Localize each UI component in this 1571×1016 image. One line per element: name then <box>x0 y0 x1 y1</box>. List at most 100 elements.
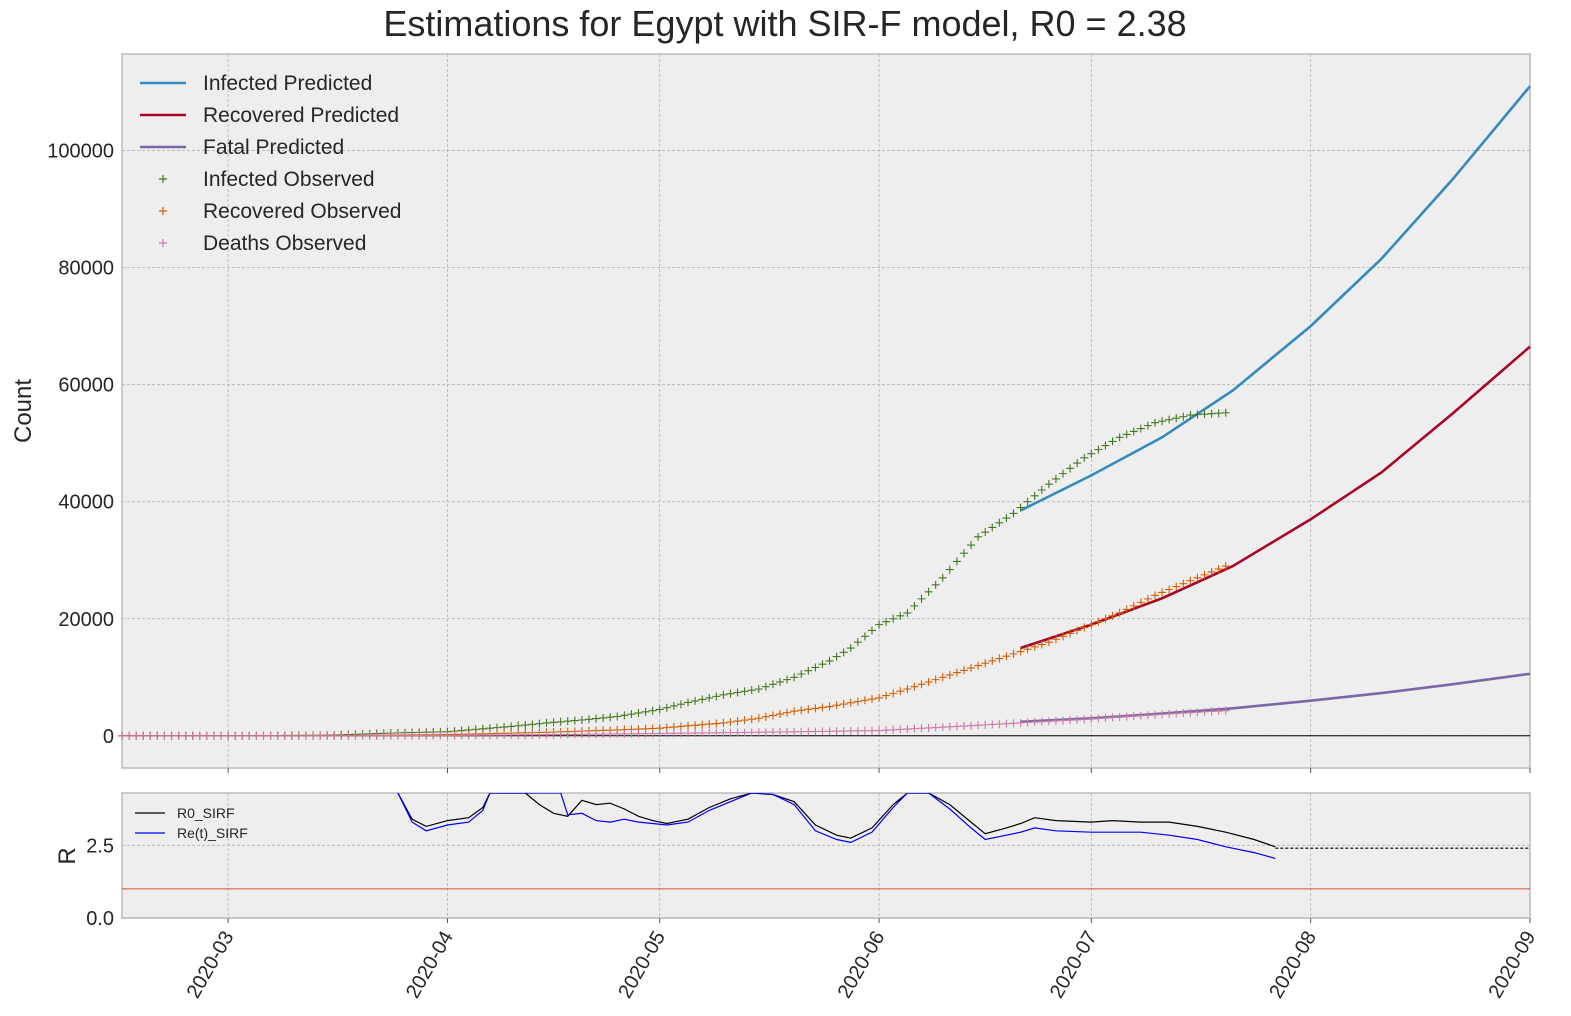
deaths-observed-marker <box>259 731 268 740</box>
deaths-observed-marker <box>1066 716 1075 725</box>
infected-observed-marker <box>903 608 912 617</box>
deaths-observed-marker <box>401 731 410 740</box>
infected-observed-marker <box>811 663 820 672</box>
recovered-observed-marker <box>988 656 997 665</box>
recovered-observed-marker <box>684 721 693 730</box>
infected-observed-marker <box>783 675 792 684</box>
infected-predicted-line <box>1020 85 1531 512</box>
infected-observed-marker <box>1193 410 1202 419</box>
recovered-observed-marker <box>740 716 749 725</box>
infected-observed-marker <box>754 684 763 693</box>
deaths-observed-marker <box>570 730 579 739</box>
deaths-observed-marker <box>563 730 572 739</box>
x-tick-labels: 2020-03 2020-04 2020-05 2020-06 2020-07 2020-… <box>183 928 1541 1003</box>
deaths-observed-marker <box>1165 709 1174 718</box>
deaths-observed-marker <box>1186 708 1195 717</box>
chart-title: Estimations for Egypt with SIR-F model, … <box>383 3 1186 44</box>
deaths-observed-marker <box>662 729 671 738</box>
recovered-observed-marker <box>995 654 1004 663</box>
infected-observed-marker <box>634 708 643 717</box>
deaths-observed-marker <box>535 730 544 739</box>
recovered-observed-marker <box>1186 576 1195 585</box>
deaths-observed-marker <box>217 731 226 740</box>
infected-observed-marker <box>1143 421 1152 430</box>
deaths-observed-marker <box>903 725 912 734</box>
deaths-observed-marker <box>917 724 926 733</box>
deaths-observed-marker <box>839 727 848 736</box>
recovered-observed-marker <box>910 682 919 691</box>
deaths-observed-marker <box>1129 712 1138 721</box>
recovered-observed-marker <box>882 691 891 700</box>
deaths-observed-marker <box>740 728 749 737</box>
infected-observed-marker <box>846 644 855 653</box>
deaths-observed-marker <box>1094 714 1103 723</box>
deaths-observed-marker <box>231 731 240 740</box>
deaths-observed-marker <box>1193 708 1202 717</box>
recovered-observed-marker <box>1108 611 1117 620</box>
deaths-observed-marker <box>733 728 742 737</box>
recovered-observed-marker <box>1115 608 1124 617</box>
recovered-observed-marker <box>754 714 763 723</box>
main-y-axis-label: Count <box>10 379 37 443</box>
recovered-observed-marker <box>1200 570 1209 579</box>
deaths-observed-marker <box>1044 717 1053 726</box>
deaths-observed-marker <box>606 729 615 738</box>
infected-observed-marker <box>514 721 523 730</box>
deaths-observed-marker <box>224 731 233 740</box>
deaths-observed-markers <box>118 706 1230 740</box>
deaths-observed-marker <box>188 731 197 740</box>
deaths-observed-marker <box>669 729 678 738</box>
infected-observed-marker <box>988 523 997 532</box>
recovered-observed-marker <box>1172 582 1181 591</box>
recovered-observed-marker <box>797 706 806 715</box>
deaths-observed-marker <box>1115 713 1124 722</box>
deaths-observed-marker <box>202 731 211 740</box>
deaths-observed-marker <box>337 731 346 740</box>
x-tick-label: 2020-06 <box>834 928 890 1003</box>
recovered-observed-marker <box>1002 652 1011 661</box>
fatal-predicted-legend-label: Fatal Predicted <box>203 136 344 159</box>
deaths-observed-marker <box>860 726 869 735</box>
deaths-observed-marker <box>443 731 452 740</box>
recovered-observed-marker <box>1016 647 1025 656</box>
deaths-observed-marker <box>153 731 162 740</box>
deaths-observed-marker <box>1087 714 1096 723</box>
x-tick-label: 2020-04 <box>402 928 458 1003</box>
deaths-observed-marker <box>1009 719 1018 728</box>
infected-observed-marker <box>676 700 685 709</box>
recovered-observed-marker <box>726 718 735 726</box>
r-plot-area <box>121 792 1531 919</box>
deaths-observed-marker <box>457 731 466 740</box>
deaths-observed-marker <box>344 731 353 740</box>
deaths-observed-marker <box>429 731 438 740</box>
infected-observed-marker <box>1129 427 1138 436</box>
x-tick-label: 2020-05 <box>614 928 670 1003</box>
r-y-axis-label: R <box>54 847 81 864</box>
infected-observed-marker <box>684 698 693 707</box>
infected-observed-marker <box>945 565 954 574</box>
deaths-observed-marker <box>577 730 586 739</box>
deaths-observed-marker <box>705 728 714 737</box>
deaths-observed-marker <box>528 730 537 739</box>
infected-observed-marker <box>974 532 983 541</box>
deaths-observed-marker <box>1179 709 1188 718</box>
deaths-observed-marker <box>1143 711 1152 720</box>
infected-observed-marker <box>924 587 933 596</box>
deaths-observed-marker <box>768 728 777 737</box>
deaths-observed-marker <box>719 728 728 737</box>
deaths-observed-marker <box>309 731 318 740</box>
infected-observed-marker <box>1023 497 1032 506</box>
deaths-observed-marker <box>209 731 218 740</box>
infected-observed-marker <box>655 705 664 714</box>
deaths-observed-marker <box>542 730 551 739</box>
deaths-observed-marker <box>316 731 325 740</box>
recovered-observed-legend-swatch <box>159 207 167 215</box>
infected-observed-marker <box>1179 412 1188 421</box>
infected-observed-marker <box>584 715 593 724</box>
infected-observed-marker <box>669 701 678 710</box>
recovered-observed-marker <box>875 693 884 702</box>
deaths-observed-marker <box>995 720 1004 729</box>
recovered-observed-marker <box>889 689 898 698</box>
recovered-observed-marker <box>1136 598 1145 607</box>
recovered-observed-marker <box>1087 620 1096 629</box>
